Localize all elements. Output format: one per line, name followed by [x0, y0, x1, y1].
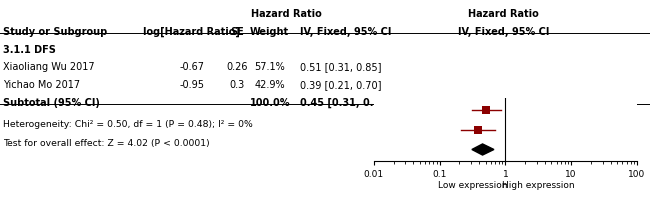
Text: Subtotal (95% CI): Subtotal (95% CI) — [3, 98, 100, 108]
Text: Low expression: Low expression — [437, 181, 507, 190]
Text: IV, Fixed, 95% CI: IV, Fixed, 95% CI — [300, 27, 392, 37]
Text: 0.39 [0.21, 0.70]: 0.39 [0.21, 0.70] — [300, 80, 382, 90]
Text: -0.67: -0.67 — [179, 62, 204, 72]
Text: 57.1%: 57.1% — [254, 62, 285, 72]
Text: 3.1.1 DFS: 3.1.1 DFS — [3, 45, 56, 55]
Text: 0.3: 0.3 — [229, 80, 245, 90]
Text: 0.45 [0.31, 0.67]: 0.45 [0.31, 0.67] — [300, 98, 392, 108]
Polygon shape — [472, 144, 494, 155]
Text: Test for overall effect: Z = 4.02 (P < 0.0001): Test for overall effect: Z = 4.02 (P < 0… — [3, 139, 210, 148]
Text: 0.26: 0.26 — [226, 62, 248, 72]
Text: Study or Subgroup: Study or Subgroup — [3, 27, 107, 37]
Text: SE: SE — [230, 27, 244, 37]
Text: -0.95: -0.95 — [179, 80, 204, 90]
Text: Hazard Ratio: Hazard Ratio — [251, 9, 321, 19]
Text: Xiaoliang Wu 2017: Xiaoliang Wu 2017 — [3, 62, 95, 72]
Text: Hazard Ratio: Hazard Ratio — [469, 9, 539, 19]
Text: Yichao Mo 2017: Yichao Mo 2017 — [3, 80, 81, 90]
Text: 0.51 [0.31, 0.85]: 0.51 [0.31, 0.85] — [300, 62, 382, 72]
Text: High expression: High expression — [502, 181, 575, 190]
Text: 100.0%: 100.0% — [250, 98, 290, 108]
Text: Weight: Weight — [250, 27, 289, 37]
Text: log[Hazard Ratio]: log[Hazard Ratio] — [143, 27, 240, 37]
Text: IV, Fixed, 95% CI: IV, Fixed, 95% CI — [458, 27, 549, 37]
Text: 42.9%: 42.9% — [254, 80, 285, 90]
Text: Heterogeneity: Chi² = 0.50, df = 1 (P = 0.48); I² = 0%: Heterogeneity: Chi² = 0.50, df = 1 (P = … — [3, 120, 253, 129]
